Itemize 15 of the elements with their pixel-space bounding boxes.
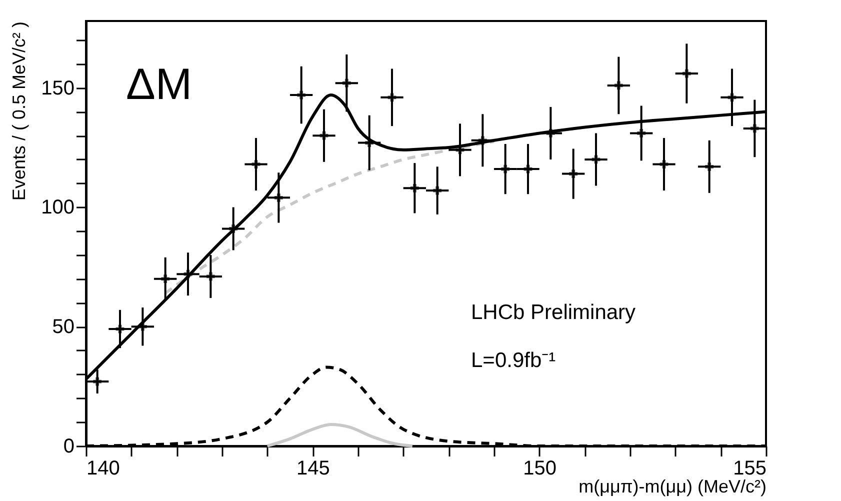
y-tick-label: 150	[41, 77, 74, 100]
x-tick-label: 150	[523, 458, 557, 480]
y-axis-title: Events / ( 0.5 MeV/c² )	[9, 22, 30, 201]
annotation: ΔM	[126, 60, 192, 109]
annotation: LHCb Preliminary	[471, 301, 636, 324]
x-tick-label: 145	[296, 458, 330, 480]
x-tick-label: 155	[733, 458, 766, 480]
x-axis-title: m(μμπ)-m(μμ) (MeV/c²)	[578, 476, 766, 496]
y-tick-label: 0	[63, 436, 74, 458]
y-tick-label: 50	[52, 316, 74, 338]
annotation: L=0.9fb⁻¹	[471, 349, 556, 372]
x-tick-label: 140	[86, 458, 120, 480]
y-tick-label: 100	[41, 196, 74, 219]
line-series	[164, 140, 496, 295]
line-series	[266, 423, 414, 448]
